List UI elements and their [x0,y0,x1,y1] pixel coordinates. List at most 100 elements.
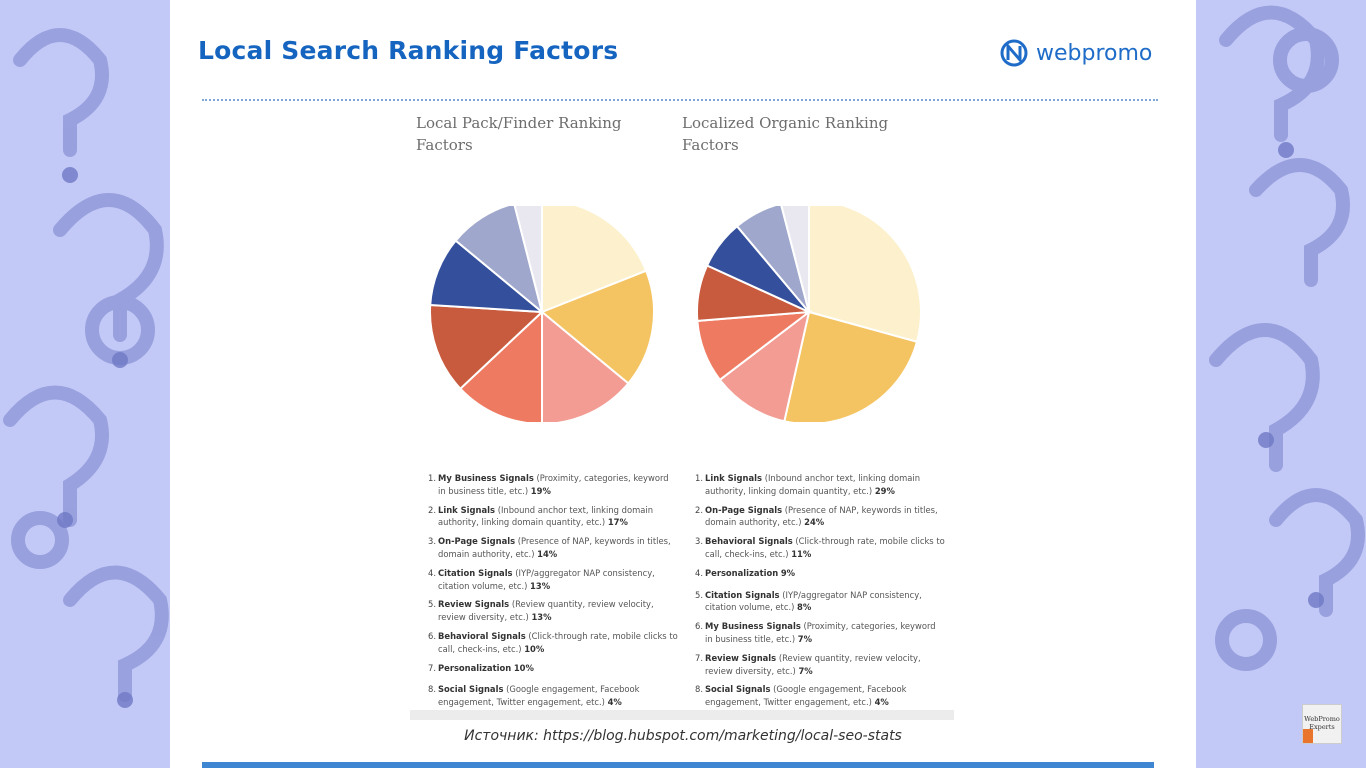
factor-detail: (Inbound anchor text, linking domain aut… [705,473,920,496]
factor-detail: (Click-through rate, mobile clicks to ca… [705,536,945,559]
pie-slice-3 [718,309,811,422]
panel-bottom-strip [410,710,954,720]
factor-name: Social Signals [438,684,504,695]
factor-item: 4. Citation Signals (IYP/aggregator NAP c… [428,567,678,593]
webpromo-logo-icon [1000,39,1028,67]
factor-percent: 13% [531,612,552,623]
factor-text: Behavioral Signals (Click-through rate, … [705,535,945,561]
factor-percent: 29% [874,485,895,496]
factor-text: Citation Signals (IYP/aggregator NAP con… [438,567,678,593]
logo-text: webpromo [1036,40,1153,66]
factor-name: Link Signals [438,504,496,515]
factor-percent: 4% [607,697,622,708]
factor-detail: (Click-through rate, mobile clicks to ca… [438,630,678,654]
webpromo-logo: webpromo [998,38,1152,68]
badge-accent [1303,729,1313,743]
factor-number: 4. [428,567,436,578]
factor-percent: 11% [791,548,812,559]
badge-line-2: Experts [1309,723,1335,731]
pie-slice-3 [541,309,630,422]
chart-title-localized-organic: Localized Organic Ranking Factors [682,114,889,154]
factor-text: Social Signals (Google engagement, Faceb… [705,683,945,709]
factor-detail: (IYP/aggregator NAP consistency, citatio… [438,567,655,591]
factor-name: Behavioral Signals [705,536,793,547]
factor-detail: (Google engagement, Facebook engagement,… [438,684,640,708]
factor-percent: 24% [804,517,825,528]
factor-item: 2. On-Page Signals (Presence of NAP, keyw… [695,504,945,530]
factor-name: My Business Signals [438,473,534,483]
factor-name: Citation Signals [438,567,513,578]
factor-number: 7. [428,662,436,673]
slide-title: Local Search Ranking Factors [198,36,619,65]
factor-detail: (Presence of NAP, keywords in titles, do… [705,504,938,528]
factor-list-local-pack: 1. My Business Signals (Proximity, catego… [428,472,678,715]
factor-item: 6. My Business Signals (Proximity, catego… [695,620,945,646]
factor-item: 7. Personalization 10% [428,662,678,675]
chart-title-local-pack: Local Pack/Finder Ranking Factors [416,114,622,154]
slide: Local Search Ranking Factors webpromo Lo… [170,0,1196,768]
factor-detail: (Review quantity, review velocity, revie… [705,652,921,676]
pie-slice-1 [808,206,922,344]
pie-slice-8 [780,206,810,313]
factor-number: 1. [695,473,703,483]
right-background [1196,0,1366,768]
factor-percent: 13% [530,580,551,591]
factor-number: 6. [695,621,703,632]
factor-percent: 19% [530,485,551,496]
factor-number: 8. [428,684,436,695]
factor-text: Link Signals (Inbound anchor text, linki… [438,504,678,530]
factor-percent: 10% [524,643,545,654]
factor-number: 2. [428,504,436,515]
factor-item: 1. My Business Signals (Proximity, catego… [428,472,678,498]
factor-item: 4. Personalization 9% [695,567,945,580]
factor-name: On-Page Signals [438,536,516,547]
factor-text: My Business Signals (Proximity, categori… [438,472,678,498]
factor-percent: 7% [798,665,813,676]
factor-percent: 7% [797,633,813,644]
factor-text: On-Page Signals (Presence of NAP, keywor… [438,535,678,561]
factor-detail: (Presence of NAP, keywords in titles, do… [438,536,671,559]
factor-item: 2. Link Signals (Inbound anchor text, lin… [428,504,678,530]
pie-chart-localized-organic [696,206,922,422]
factor-text: Link Signals (Inbound anchor text, linki… [705,472,945,498]
factor-percent: 4% [874,697,889,708]
factor-item: 8. Social Signals (Google engagement, Fac… [428,683,678,709]
factor-list-localized-organic: 1. Link Signals (Inbound anchor text, lin… [695,472,945,715]
factor-text: On-Page Signals (Presence of NAP, keywor… [705,504,945,530]
pie-slice-5 [429,303,545,391]
pie-slice-7 [735,206,810,313]
factor-number: 3. [428,536,436,547]
factor-item: 8. Social Signals (Google engagement, Fac… [695,683,945,709]
factor-text: Review Signals (Review quantity, review … [705,652,945,678]
badge-line-1: WebPromo [1304,715,1340,723]
factor-number: 7. [695,652,703,663]
factor-name: Social Signals [705,684,771,695]
factor-number: 4. [695,567,703,578]
infographic-panel: Local Pack/Finder Ranking Factors Locali… [410,108,954,720]
left-background [0,0,170,768]
source-caption: Источник: https://blog.hubspot.com/marke… [464,728,902,744]
factor-item: 6. Behavioral Signals (Click-through rate… [428,630,678,656]
pie-slice-2 [540,269,655,385]
pie-slice-2 [783,310,919,422]
pie-slice-7 [454,206,544,315]
factor-number: 3. [695,536,703,547]
factor-item: 3. On-Page Signals (Presence of NAP, keyw… [428,535,678,561]
bottom-bar [202,762,1154,768]
dotted-divider [202,99,1158,101]
factor-item: 7. Review Signals (Review quantity, revie… [695,652,945,678]
factor-detail: (Review quantity, review velocity, revie… [438,599,654,623]
factor-item: 5. Citation Signals (IYP/aggregator NAP c… [695,589,945,615]
factor-text: Personalization 10% [438,662,534,675]
factor-text: Personalization 9% [705,567,795,580]
factor-text: My Business Signals (Proximity, categori… [705,620,945,646]
pie-chart-local-pack [429,206,655,422]
pie-slice-8 [513,206,543,313]
pie-slice-4 [458,309,543,422]
factor-number: 8. [695,684,703,695]
factor-number: 6. [428,630,436,641]
factor-text: Social Signals (Google engagement, Faceb… [438,683,678,709]
factor-percent: 8% [797,602,812,613]
factor-detail: (Google engagement, Facebook engagement,… [705,684,907,708]
factor-name: Review Signals [705,652,777,663]
